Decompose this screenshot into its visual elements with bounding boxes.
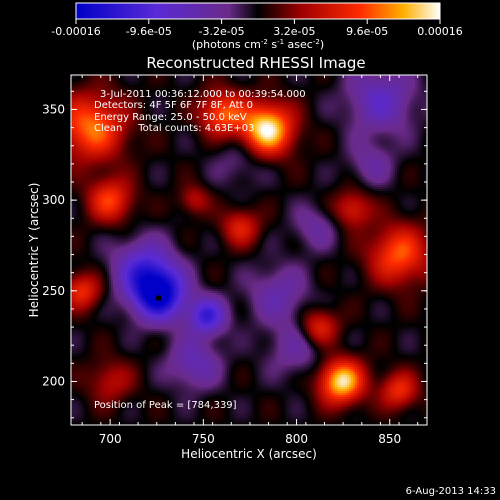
annotation-clean: Clean Total counts: 4.63E+03 xyxy=(94,123,254,134)
colorbar-tick-label: 3.2e-05 xyxy=(273,25,315,38)
heatmap-canvas xyxy=(71,75,427,425)
colorbar-unit-label: (photons cm xyxy=(192,38,261,51)
colorbar-unit-sup2: -1 xyxy=(277,38,284,46)
chart-title: Reconstructed RHESSI Image xyxy=(146,54,365,72)
x-tick-label: 800 xyxy=(285,432,308,446)
y-tick-label: 350 xyxy=(42,102,65,116)
annotation-time: 3-Jul-2011 00:36:12.000 to 00:39:54.000 xyxy=(100,89,306,100)
x-axis-label: Heliocentric X (arcsec) xyxy=(181,447,317,461)
colorbar-unit-mid2: asec xyxy=(284,38,313,51)
x-tick-label: 700 xyxy=(99,432,122,446)
annotation-energy: Energy Range: 25.0 - 50.0 keV xyxy=(94,112,247,123)
colorbar xyxy=(75,2,441,20)
axis-ticks: 700 750 800 850 200 250 300 350 xyxy=(42,75,427,446)
x-tick-label: 850 xyxy=(378,432,401,446)
colorbar-ticks: -0.00016 -9.6e-05 -3.2e-05 3.2e-05 9.6e-05 0.… xyxy=(51,19,463,38)
x-tick-label: 750 xyxy=(192,432,215,446)
colorbar-unit-sup3: -2 xyxy=(313,38,320,46)
colorbar-unit-sup1: -2 xyxy=(261,38,268,46)
colorbar-tick-label: -0.00016 xyxy=(51,25,100,38)
y-tick-label: 250 xyxy=(42,284,65,298)
colorbar-tick-label: 9.6e-05 xyxy=(346,25,388,38)
plot-frame xyxy=(70,74,428,426)
y-tick-label: 300 xyxy=(42,193,65,207)
peak-marker xyxy=(156,295,162,301)
colorbar-unit-close: ) xyxy=(320,38,324,51)
peak-position: Position of Peak = [784,339] xyxy=(94,400,237,411)
colorbar-tick-label: 0.00016 xyxy=(417,25,463,38)
footer-date: 6-Aug-2013 14:33 xyxy=(406,486,496,497)
annotations: 3-Jul-2011 00:36:12.000 to 00:39:54.000 … xyxy=(94,89,306,411)
heatmap-area xyxy=(71,75,427,425)
annotation-detectors: Detectors: 4F 5F 6F 7F 8F, Att 0 xyxy=(94,100,253,111)
y-axis-label: Heliocentric Y (arcsec) xyxy=(27,183,41,318)
colorbar-unit-mid: s xyxy=(268,38,277,51)
colorbar-unit: (photons cm-2 s-1 asec-2) xyxy=(192,38,324,51)
colorbar-tick-label: -3.2e-05 xyxy=(198,25,244,38)
colorbar-tick-label: -9.6e-05 xyxy=(126,25,172,38)
y-tick-label: 200 xyxy=(42,374,65,388)
